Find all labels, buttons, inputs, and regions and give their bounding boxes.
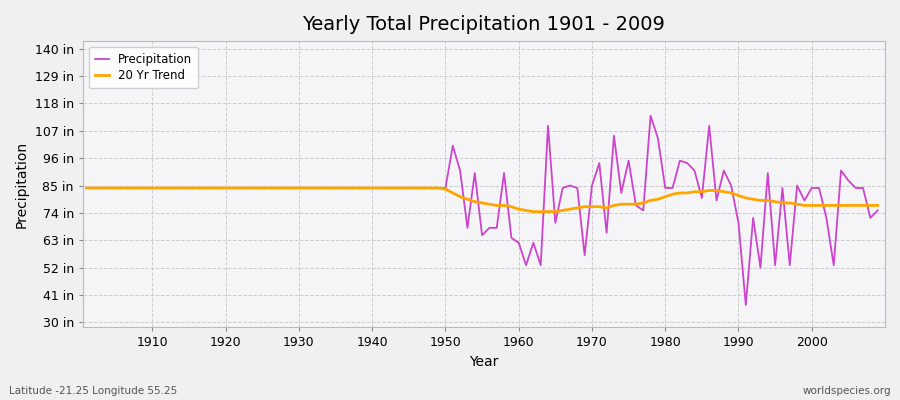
20 Yr Trend xyxy=(81,186,92,190)
Precipitation xyxy=(140,186,150,190)
20 Yr Trend xyxy=(345,186,356,190)
Text: Latitude -21.25 Longitude 55.25: Latitude -21.25 Longitude 55.25 xyxy=(9,386,177,396)
Precipitation xyxy=(645,113,656,118)
20 Yr Trend xyxy=(872,203,883,208)
Precipitation xyxy=(513,240,524,245)
Precipitation xyxy=(601,230,612,235)
Precipitation xyxy=(872,208,883,213)
Title: Yearly Total Precipitation 1901 - 2009: Yearly Total Precipitation 1901 - 2009 xyxy=(302,15,665,34)
Legend: Precipitation, 20 Yr Trend: Precipitation, 20 Yr Trend xyxy=(89,47,198,88)
Precipitation xyxy=(81,186,92,190)
Precipitation xyxy=(345,186,356,190)
Y-axis label: Precipitation: Precipitation xyxy=(15,141,29,228)
20 Yr Trend xyxy=(140,186,150,190)
Line: Precipitation: Precipitation xyxy=(86,116,878,305)
20 Yr Trend xyxy=(506,204,517,209)
20 Yr Trend xyxy=(513,207,524,212)
Precipitation xyxy=(506,235,517,240)
20 Yr Trend xyxy=(608,203,619,208)
X-axis label: Year: Year xyxy=(469,355,499,369)
Text: worldspecies.org: worldspecies.org xyxy=(803,386,891,396)
Precipitation xyxy=(741,303,751,308)
20 Yr Trend xyxy=(301,186,311,190)
20 Yr Trend xyxy=(528,209,539,214)
Precipitation xyxy=(301,186,311,190)
Line: 20 Yr Trend: 20 Yr Trend xyxy=(86,188,878,212)
